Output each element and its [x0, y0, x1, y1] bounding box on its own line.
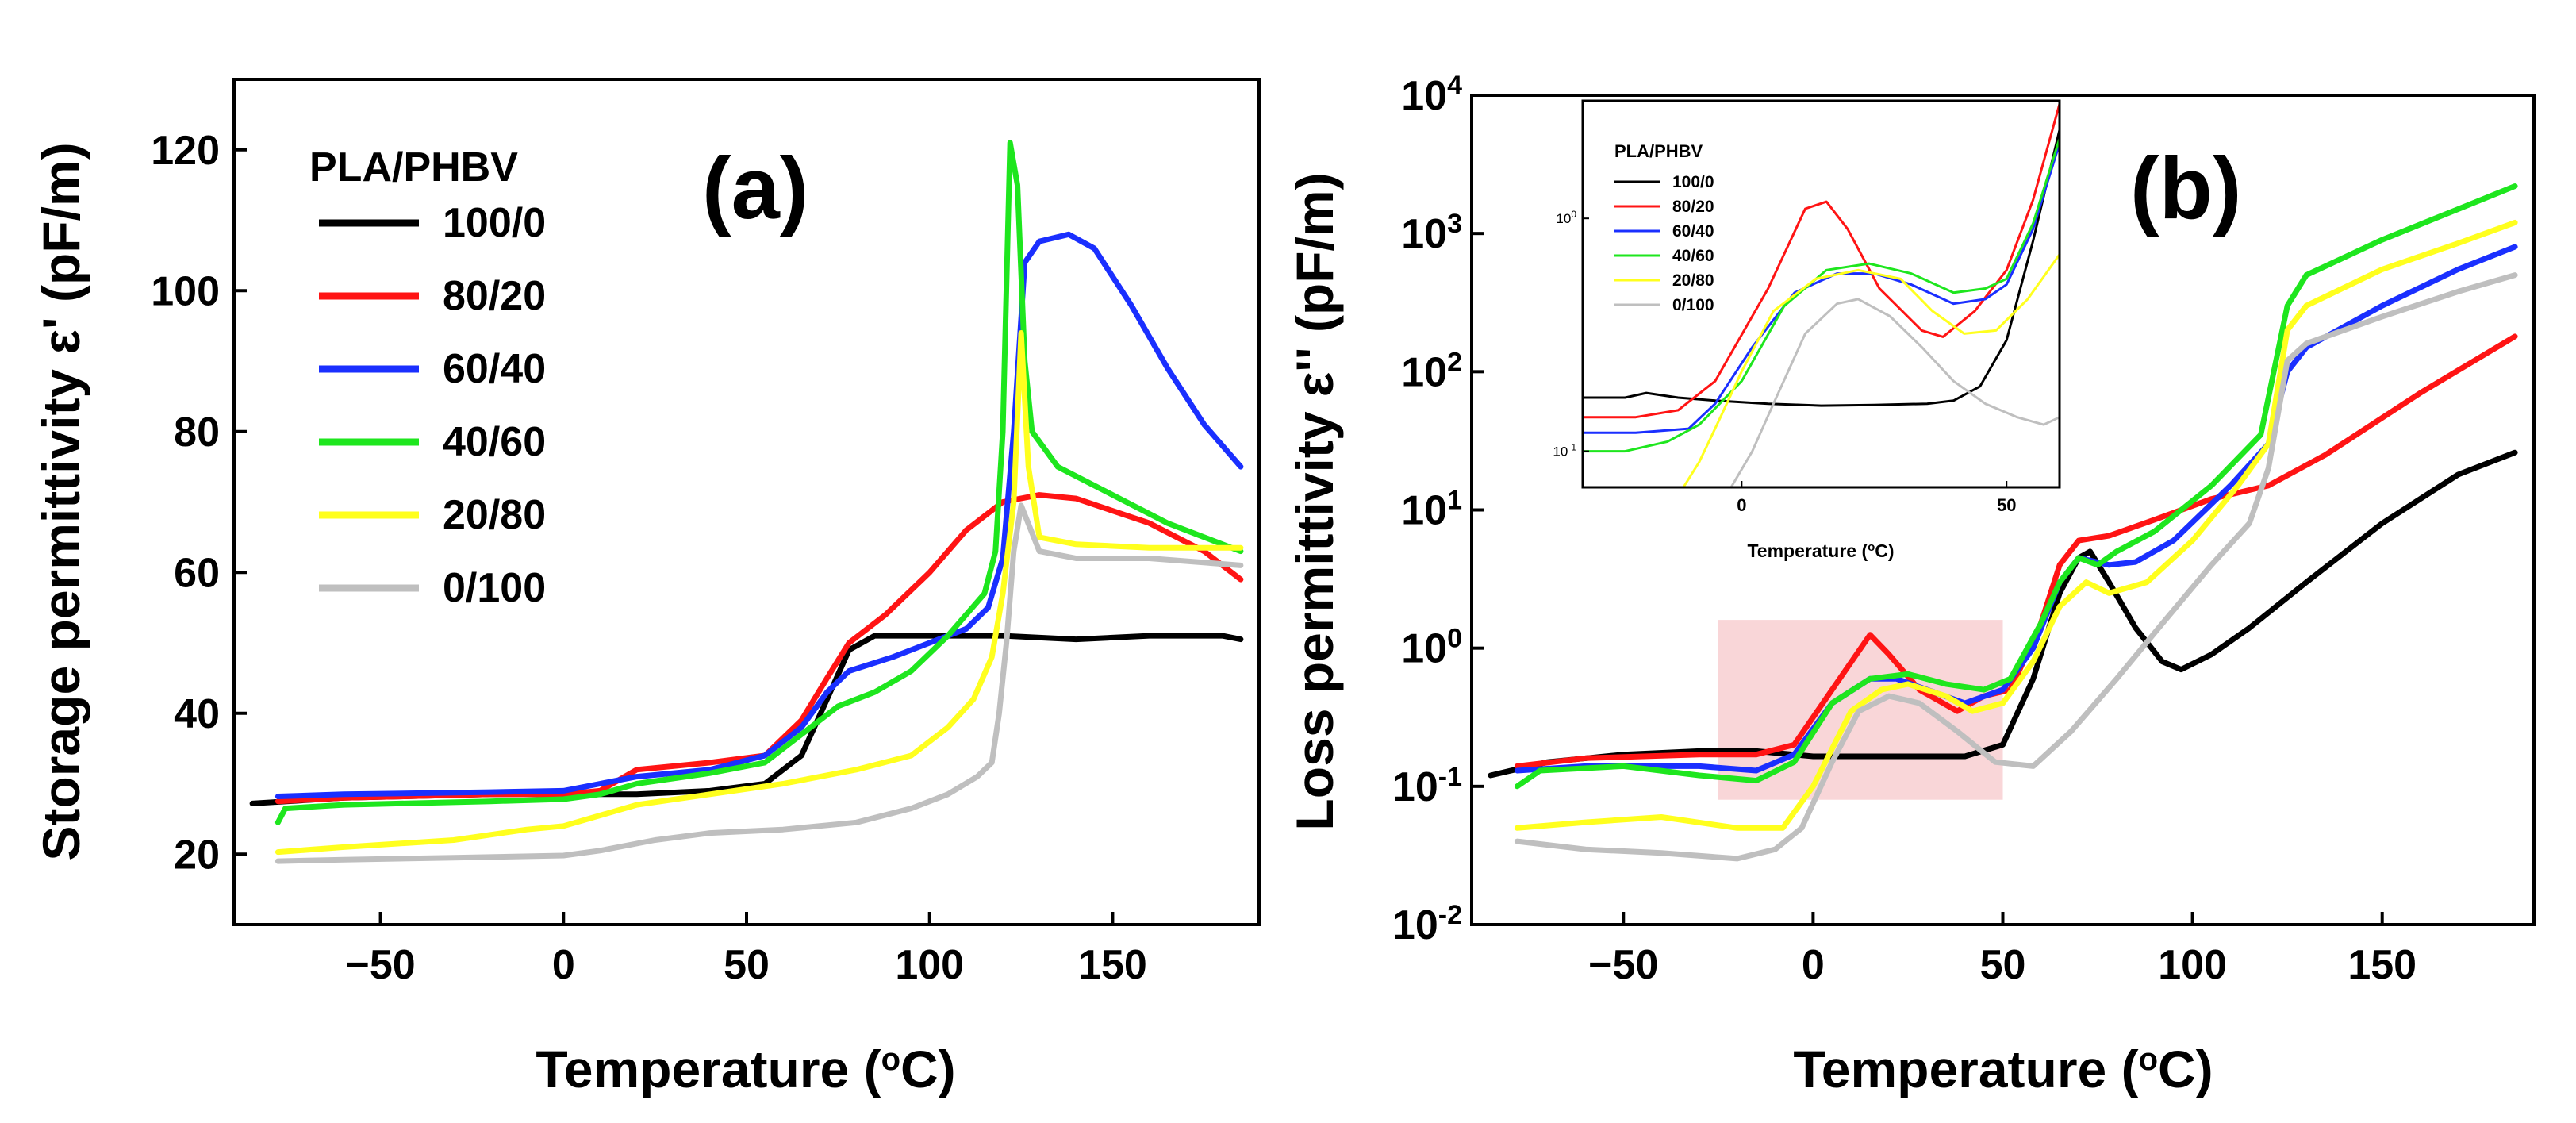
panel-a-x-tick-label: 100 — [895, 942, 964, 988]
panel-b-y-tick-label: 10-2 — [1392, 900, 1462, 948]
panel-b-y-tick-label: 101 — [1401, 486, 1462, 534]
inset-legend-label-60-40: 60/40 — [1672, 222, 1714, 240]
inset-line-20-80 — [1682, 253, 2061, 489]
panel-a-x-axis-title-sup: o — [881, 1042, 900, 1077]
panel-b: −50 0 50 100 150 10-2 10-1 100 101 102 103 104 Loss… — [1285, 71, 2536, 1098]
inset-x-axis-title-end: C) — [1875, 540, 1894, 561]
panel-b-y-tick-label: 104 — [1401, 71, 1462, 119]
panel-b-x-tick-label: 0 — [1802, 942, 1825, 988]
panel-b-x-axis-title-end: C) — [2158, 1040, 2213, 1098]
panel-a-y-axis-title: Storage permittivity ε' (pF/m) — [32, 142, 90, 860]
inset-x-axis-title-sup: o — [1868, 540, 1875, 554]
panel-b-x-tick-label: 150 — [2348, 942, 2417, 988]
panel-a-x-tick-label: 0 — [552, 942, 575, 988]
panel-a-x-tick-label: −50 — [345, 942, 415, 988]
panel-a: −50 0 50 100 150 20 40 60 80 100 120 Storage permi… — [32, 78, 1261, 1098]
panel-a-y-tick-label: 120 — [151, 128, 220, 174]
inset-y-tick-label: 10-1 — [1553, 442, 1576, 460]
panel-a-line-80-20 — [274, 492, 1244, 805]
panel-a-y-tick-label: 60 — [174, 550, 220, 596]
panel-b-y-axis-title: Loss permittivity ε'' (pF/m) — [1285, 172, 1344, 830]
panel-a-x-tick-label: 50 — [724, 942, 770, 988]
panel-a-line-20-80 — [274, 330, 1244, 856]
panel-b-ticks: −50 0 50 100 150 10-2 10-1 100 101 102 103 104 — [1392, 71, 2417, 988]
panel-b-x-axis-title-main: Temperature ( — [1793, 1040, 2138, 1098]
inset-legend-label-80-20: 80/20 — [1672, 198, 1714, 216]
inset-line-40-60 — [1581, 137, 2061, 453]
panel-b-x-tick-label: −50 — [1588, 942, 1658, 988]
panel-a-line-40-60 — [274, 140, 1244, 825]
inset-legend: PLA/PHBV 100/0 80/20 60/40 40/60 20/80 0/100 — [1614, 141, 1714, 314]
legend-title: PLA/PHBV — [309, 144, 518, 190]
panel-b-line-40-60 — [1514, 183, 2518, 790]
panel-a-x-tick-label: 150 — [1078, 942, 1147, 988]
inset-line-60-40 — [1581, 142, 2061, 434]
panel-a-y-tick-label: 100 — [151, 268, 220, 314]
inset-line-100-0 — [1581, 129, 2061, 407]
panel-a-y-tick-label: 40 — [174, 691, 220, 737]
panel-a-line-0-100 — [274, 502, 1244, 864]
inset-line-0-100 — [1729, 298, 2061, 489]
panel-b-label: (b) — [2130, 140, 2241, 237]
inset-x-tick-label: 0 — [1737, 495, 1746, 515]
panel-a-ticks: −50 0 50 100 150 20 40 60 80 100 120 — [151, 128, 1147, 988]
legend-label-60-40: 60/40 — [443, 346, 546, 392]
panel-b-inset: 0 50 10-1 100 Temperature (oC) PLA/PHBV 100… — [1553, 99, 2061, 562]
inset-background — [1583, 101, 2060, 487]
inset-x-axis-title: Temperature (oC) — [1747, 540, 1894, 562]
legend-label-0-100: 0/100 — [443, 565, 546, 611]
panel-b-series — [1488, 183, 2518, 862]
panel-a-label: (a) — [702, 140, 808, 237]
inset-plot-frame — [1581, 99, 2061, 489]
inset-y-tick-label: 100 — [1556, 209, 1576, 226]
panel-b-line-20-80 — [1514, 219, 2518, 831]
inset-series — [1581, 102, 2061, 489]
panel-a-y-tick-label: 20 — [174, 832, 220, 878]
panel-b-y-tick-label: 103 — [1401, 209, 1462, 257]
legend-label-100-0: 100/0 — [443, 200, 546, 246]
inset-x-axis-title-main: Temperature ( — [1747, 540, 1868, 561]
legend-label-40-60: 40/60 — [443, 419, 546, 465]
inset-legend-title: PLA/PHBV — [1614, 141, 1703, 161]
inset-legend-label-0-100: 0/100 — [1672, 296, 1714, 314]
panel-b-x-tick-label: 100 — [2158, 942, 2227, 988]
panel-b-y-tick-label: 10-1 — [1392, 762, 1462, 810]
inset-legend-label-100-0: 100/0 — [1672, 173, 1714, 191]
legend-label-20-80: 20/80 — [443, 492, 546, 538]
panel-b-line-0-100 — [1514, 272, 2518, 862]
inset-x-tick-label: 50 — [1997, 495, 2016, 515]
panel-a-x-axis-title-main: Temperature ( — [536, 1040, 881, 1098]
panel-a-series — [249, 140, 1244, 864]
panel-a-x-axis-title-end: C) — [900, 1040, 956, 1098]
panel-b-y-tick-label: 102 — [1401, 347, 1462, 395]
panel-b-x-axis-title: Temperature (oC) — [1793, 1040, 2213, 1098]
panel-b-y-tick-label: 100 — [1401, 624, 1462, 672]
panel-a-line-60-40 — [274, 231, 1244, 799]
panel-b-x-axis-title-sup: o — [2139, 1042, 2158, 1077]
panel-a-line-100-0 — [249, 633, 1244, 806]
panel-a-x-axis-title: Temperature (oC) — [536, 1040, 955, 1098]
legend-label-80-20: 80/20 — [443, 273, 546, 319]
inset-legend-label-20-80: 20/80 — [1672, 271, 1714, 290]
panel-a-y-tick-label: 80 — [174, 410, 220, 456]
inset-ticks: 0 50 10-1 100 — [1553, 209, 2016, 515]
panel-b-x-tick-label: 50 — [1980, 942, 2026, 988]
inset-legend-label-40-60: 40/60 — [1672, 247, 1714, 265]
panel-a-legend: PLA/PHBV 100/0 80/20 60/40 40/60 20/80 0/100 — [309, 144, 546, 611]
